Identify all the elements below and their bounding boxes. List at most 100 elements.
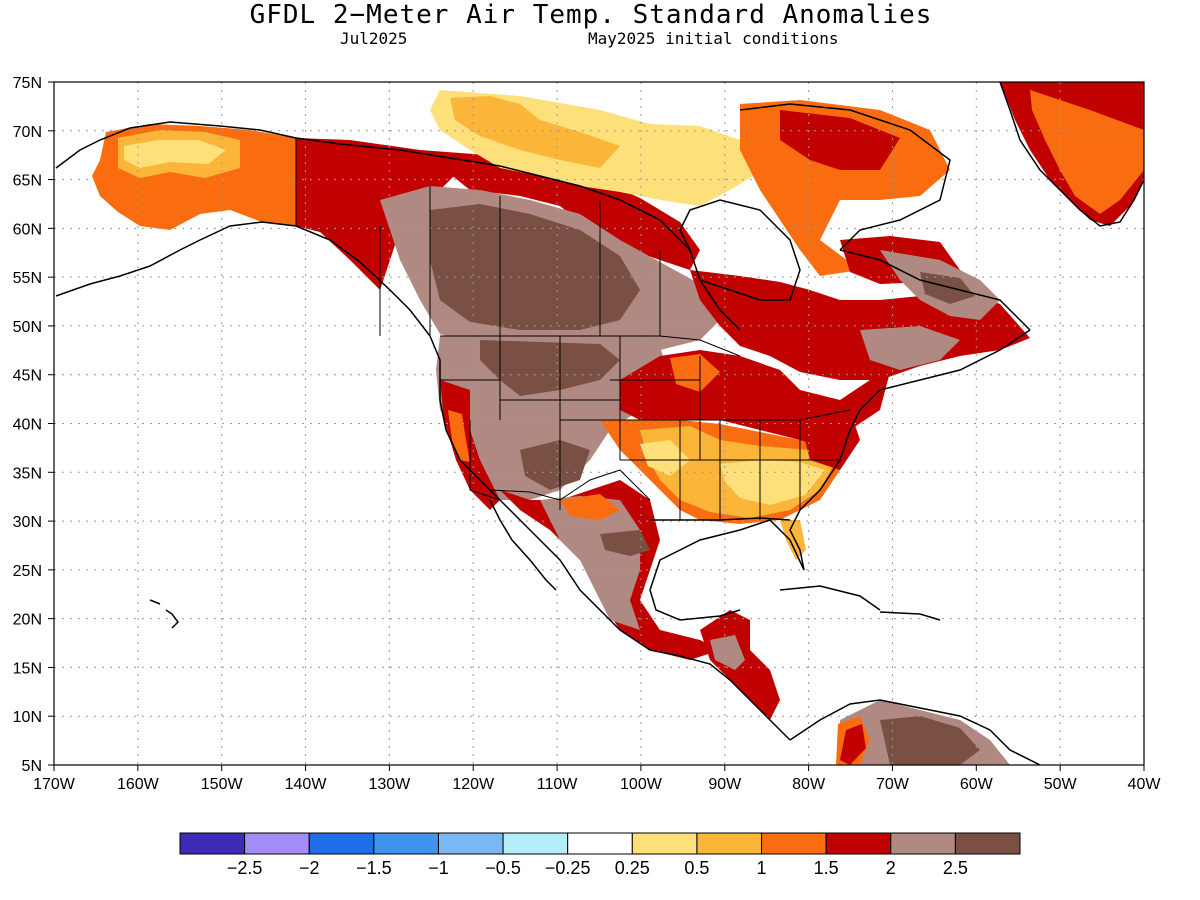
legend-swatch	[890, 832, 956, 855]
latitude-label: 45N	[13, 368, 42, 385]
yukon-anomaly	[296, 138, 470, 290]
legend-label: −1.5	[356, 858, 392, 878]
longitude-label: 50W	[1044, 776, 1078, 793]
northeast-canada-red	[780, 110, 900, 170]
alaska-coastline	[55, 121, 297, 297]
legend-swatch	[244, 832, 310, 855]
longitude-label: 130W	[368, 776, 411, 793]
california-orange	[448, 410, 470, 462]
latitude-label: 5N	[22, 758, 42, 775]
latitude-label: 10N	[13, 709, 42, 726]
oklahoma-light	[640, 440, 690, 476]
legend-label: 0.5	[684, 858, 709, 878]
longitude-label: 170W	[33, 776, 76, 793]
colombia-red	[840, 724, 866, 765]
legend-swatch	[696, 832, 763, 855]
arctic-coast-anomaly	[420, 150, 700, 270]
legend-swatch	[567, 832, 633, 855]
longitude-label: 160W	[117, 776, 160, 793]
legend-swatch	[437, 832, 504, 855]
alaska-weak-anomaly	[124, 140, 226, 168]
northern-plains-strong	[480, 340, 620, 396]
latitude-label: 60N	[13, 221, 42, 238]
pacific-coastline	[295, 225, 791, 741]
hudson-bay-coastline	[679, 199, 801, 301]
baja-coastline	[489, 499, 557, 591]
baffin-coastline	[739, 103, 951, 251]
map-title: GFDL 2−Meter Air Temp. Standard Anomalie…	[249, 0, 933, 30]
maritimes-anomaly	[860, 326, 960, 370]
south-america-coastline	[789, 699, 1041, 765]
legend-swatch	[631, 832, 698, 855]
legend-label: −1	[428, 858, 449, 878]
longitude-labels: 170W 160W 150W 140W 130W 120W 110W 100W 90W 80W 70…	[33, 765, 1161, 793]
north-carolina-red	[800, 410, 860, 470]
central-canada-strong	[430, 204, 640, 330]
latitude-label: 30N	[13, 514, 42, 531]
longitude-label: 100W	[620, 776, 663, 793]
coastlines	[55, 82, 1144, 765]
longitude-label: 80W	[792, 776, 826, 793]
legend-label: −0.25	[545, 858, 591, 878]
legend-label: −0.5	[485, 858, 521, 878]
longitude-label: 140W	[285, 776, 328, 793]
cuba-coastline	[779, 585, 881, 611]
us-state-borders	[440, 336, 851, 520]
latitude-label: 40N	[13, 417, 42, 434]
initial-conditions: May2025 initial conditions	[588, 29, 839, 48]
canada-province-borders	[379, 186, 661, 336]
quebec-strong-anomaly	[920, 272, 975, 304]
legend-swatch	[954, 832, 1021, 855]
latitude-labels: 75N 70N 65N 60N 55N 50N 45N 40N 35N 30N 25N 20N 15N 1…	[13, 75, 54, 775]
greenland-orange-anomaly	[1030, 90, 1144, 214]
hawaii-coastline	[149, 599, 179, 629]
longitude-label: 150W	[201, 776, 244, 793]
mexico-orange	[560, 494, 620, 520]
wisconsin-orange	[670, 354, 720, 392]
longitude-label: 60W	[960, 776, 994, 793]
latitude-label: 20N	[13, 612, 42, 629]
longitude-label: 110W	[537, 776, 579, 793]
legend-swatch	[761, 832, 827, 855]
latitude-label: 15N	[13, 660, 42, 677]
legend-label: 1.5	[814, 858, 839, 878]
longitude-label: 120W	[452, 776, 495, 793]
arctic-islands-orange	[450, 96, 620, 168]
legend-swatch	[308, 832, 375, 855]
southwest-strong	[520, 440, 590, 490]
longitude-label: 70W	[876, 776, 910, 793]
color-legend: −2.5 −2 −1.5 −1 −0.5 −0.25 0.25 0.5 1 1.5 2 2.5	[179, 832, 1021, 878]
latitude-label: 25N	[13, 563, 42, 580]
southeast-light-yellow	[720, 460, 825, 505]
latitude-label: 70N	[13, 124, 42, 141]
legend-swatch	[502, 832, 569, 855]
political-borders	[295, 138, 851, 520]
us-mexico-border	[489, 469, 651, 501]
longitude-label: 40W	[1128, 776, 1162, 793]
latitude-label: 35N	[13, 465, 42, 482]
mexico-brown	[540, 496, 640, 630]
legend-label: −2.5	[227, 858, 263, 878]
legend-label: 2	[886, 858, 896, 878]
legend-label: 1	[757, 858, 767, 878]
longitude-label: 90W	[708, 776, 742, 793]
mexico-strong	[600, 530, 650, 556]
central-america-brown	[710, 635, 745, 670]
legend-label: 0.25	[615, 858, 650, 878]
latitude-label: 75N	[13, 75, 42, 92]
western-us-anomaly	[436, 336, 670, 500]
south-america-strong	[880, 716, 980, 765]
labrador-coastline	[839, 249, 1031, 331]
latitude-label: 55N	[13, 270, 42, 287]
hispaniola-coastline	[879, 611, 941, 621]
legend-swatch	[373, 832, 439, 855]
legend-swatch	[825, 832, 892, 855]
legend-label: −2	[299, 858, 320, 878]
latitude-label: 50N	[13, 319, 42, 336]
forecast-month: Jul2025	[340, 29, 408, 48]
legend-label: 2.5	[943, 858, 968, 878]
graticule	[54, 82, 1144, 765]
map-plot-area	[54, 82, 1144, 765]
legend-swatch	[179, 832, 246, 855]
